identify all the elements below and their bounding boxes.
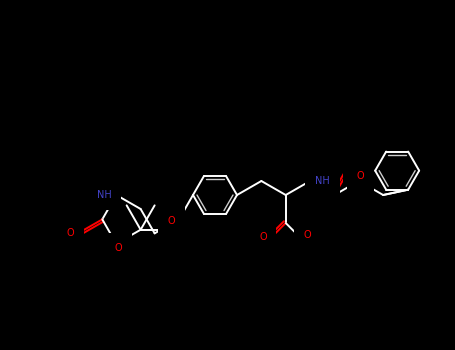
Text: O: O: [167, 216, 175, 226]
Text: O: O: [304, 230, 311, 240]
Text: O: O: [66, 228, 74, 238]
Text: NH: NH: [96, 190, 111, 200]
Text: O: O: [353, 164, 360, 174]
Text: O: O: [259, 232, 267, 242]
Text: O: O: [115, 243, 122, 253]
Text: NH: NH: [315, 176, 330, 186]
Text: O: O: [357, 171, 364, 181]
